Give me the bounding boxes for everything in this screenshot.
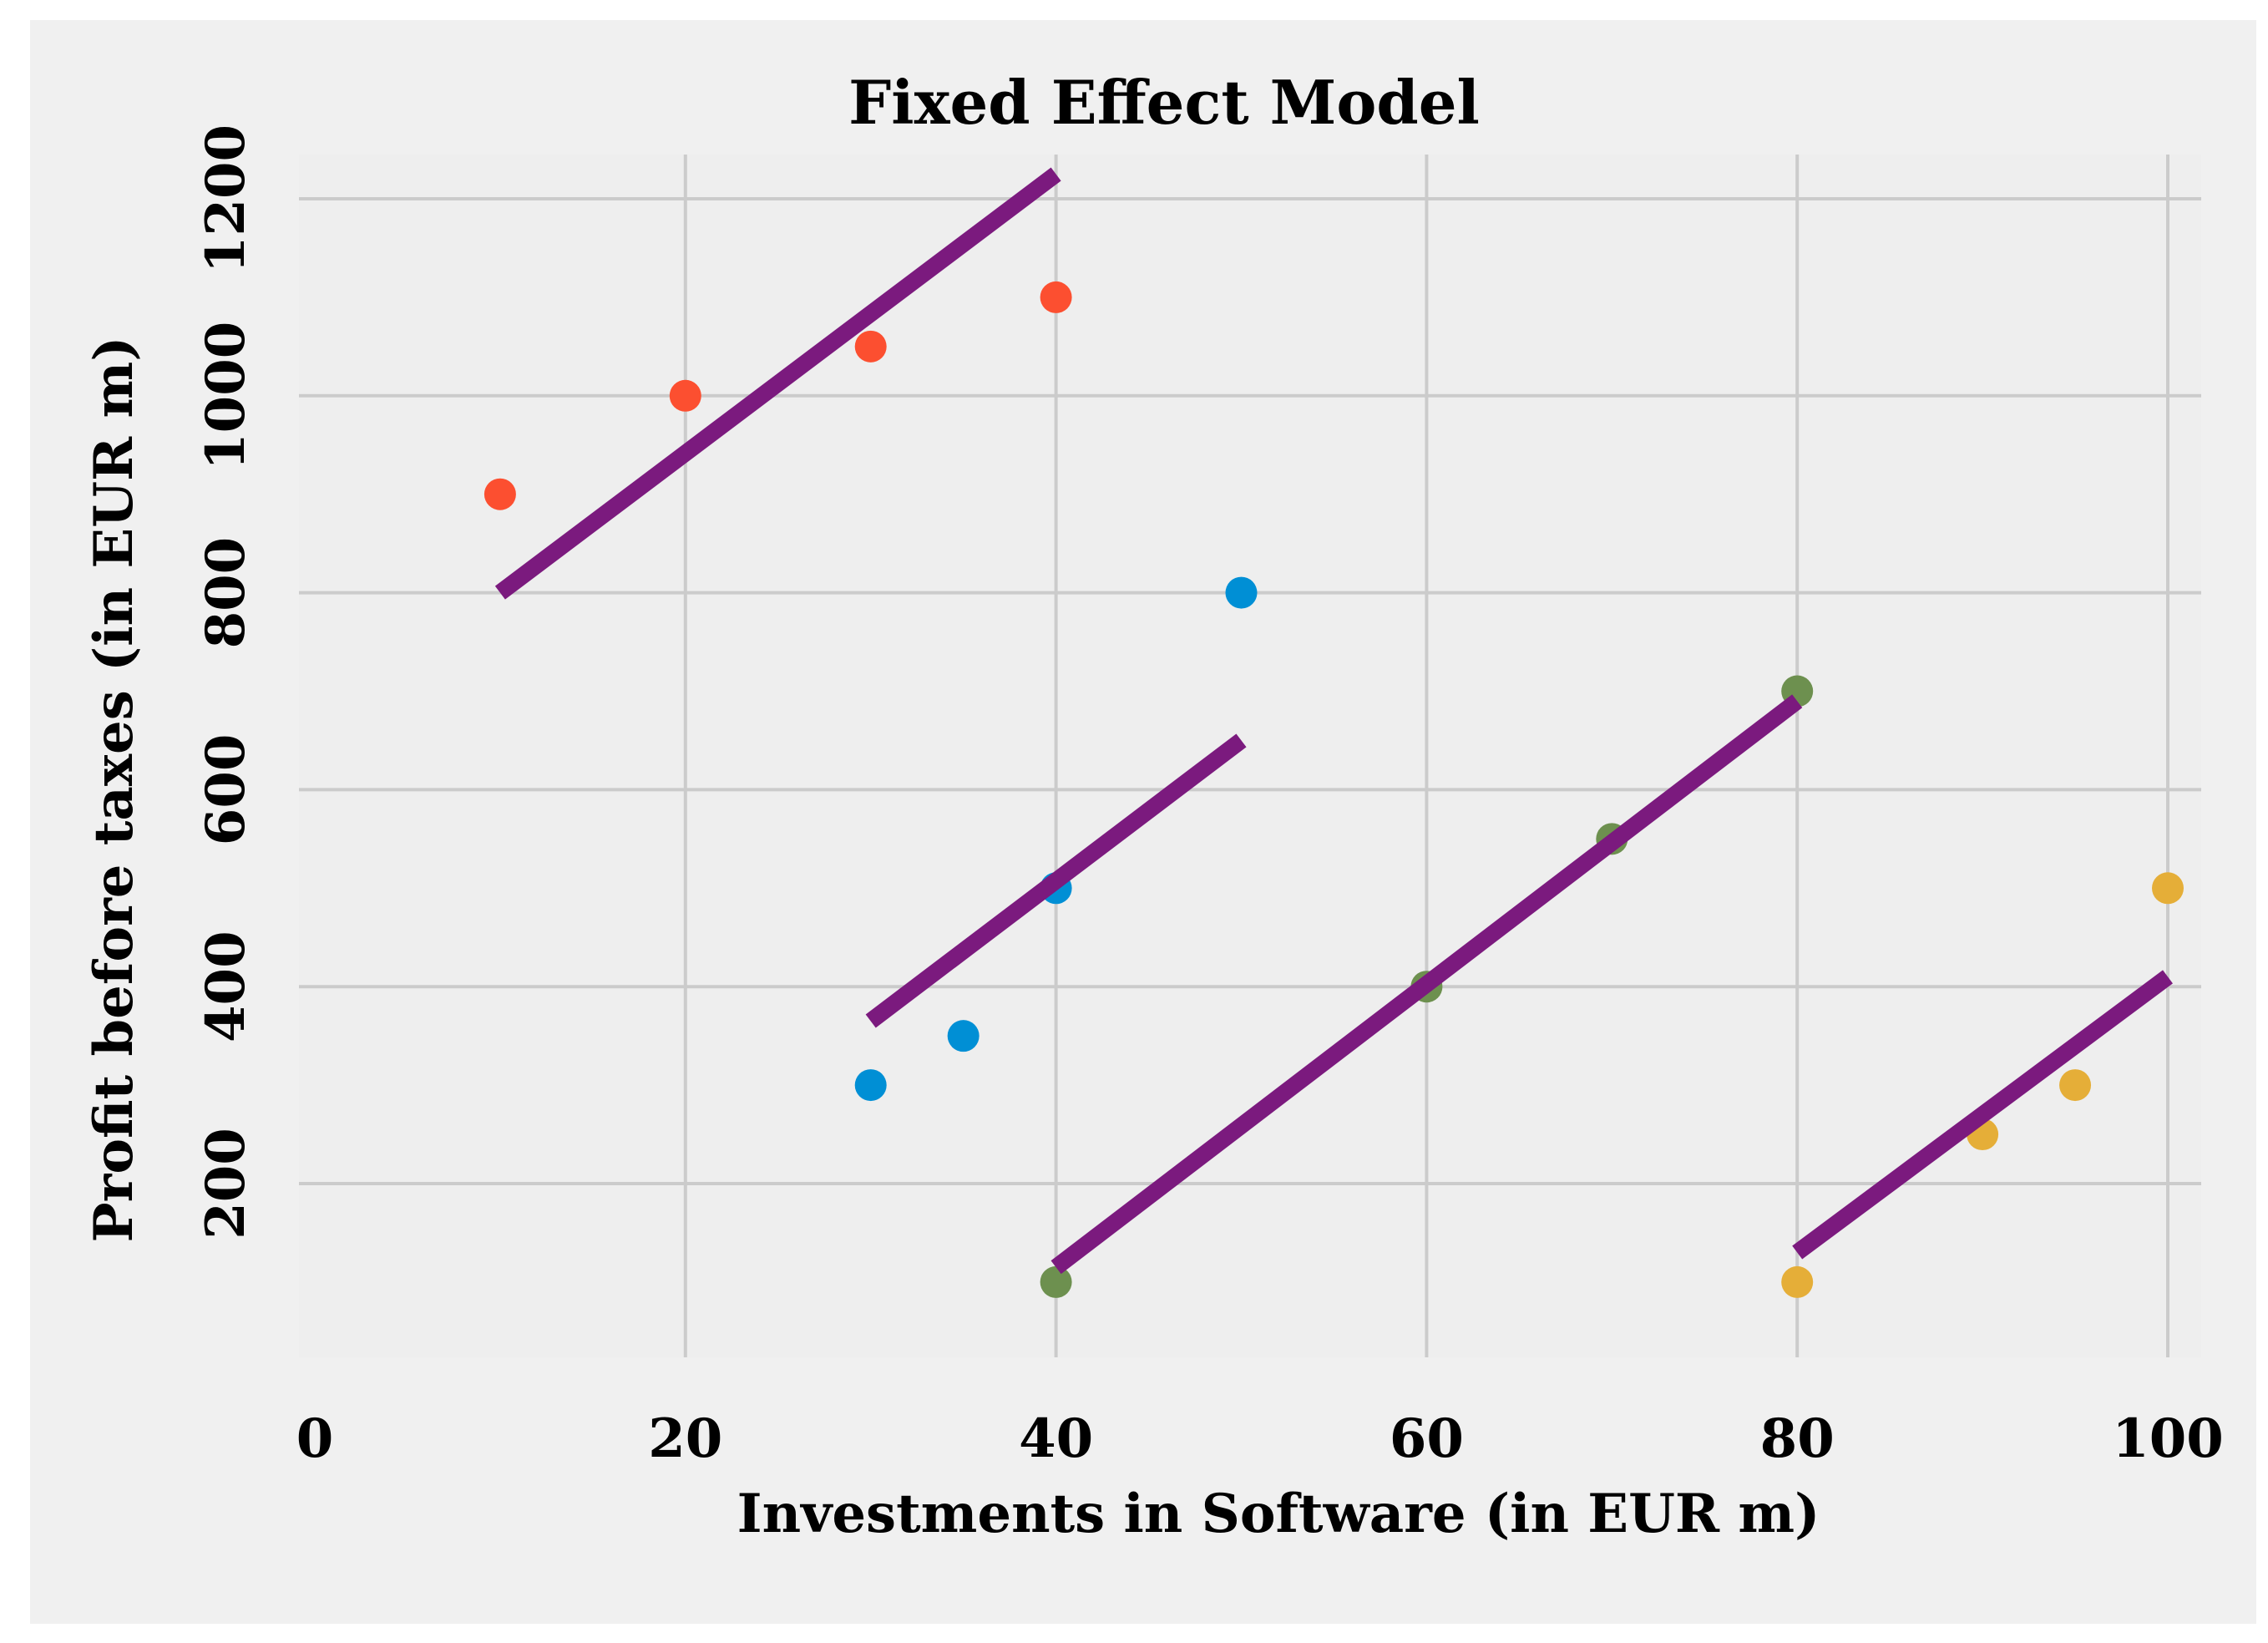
data-point-series1-4 xyxy=(1040,281,1072,313)
data-point-series2-2 xyxy=(947,1020,980,1052)
fit-line-series2 xyxy=(865,733,1247,1028)
fit-line-series4 xyxy=(1792,970,2173,1260)
x-tick-label-100: 100 xyxy=(2112,1407,2224,1470)
data-point-series1-2 xyxy=(669,379,701,412)
fit-lines xyxy=(494,167,2173,1275)
x-tick-label-20: 20 xyxy=(648,1407,722,1470)
data-point-series3-1 xyxy=(1040,1265,1072,1298)
data-point-series4-4 xyxy=(2152,872,2184,905)
y-tick-label-1000: 1000 xyxy=(195,322,257,470)
x-axis-label: Investments in Software (in EUR m) xyxy=(737,1483,1820,1545)
y-tick-label-800: 800 xyxy=(195,537,257,649)
chart-title: Fixed Effect Model xyxy=(848,67,1480,138)
data-point-series4-1 xyxy=(1781,1265,1814,1298)
y-tick-label-200: 200 xyxy=(195,1128,257,1240)
data-point-series1-1 xyxy=(483,478,516,510)
fit-line-series3 xyxy=(1050,694,1803,1275)
data-point-series1-3 xyxy=(854,330,887,363)
grid-lines xyxy=(299,155,2201,1357)
data-point-series2-4 xyxy=(1225,576,1258,609)
data-point-series2-1 xyxy=(854,1069,887,1102)
x-tick-label-80: 80 xyxy=(1760,1407,1835,1470)
y-tick-label-600: 600 xyxy=(195,734,257,846)
x-tick-label-60: 60 xyxy=(1390,1407,1464,1470)
fit-line-series1 xyxy=(494,167,1061,600)
x-tick-label-40: 40 xyxy=(1019,1407,1093,1470)
y-tick-label-400: 400 xyxy=(195,931,257,1042)
y-axis-label: Profit before taxes (in EUR m) xyxy=(83,337,145,1243)
y-tick-label-1200: 1200 xyxy=(195,124,257,273)
x-tick-label-0: 0 xyxy=(296,1407,334,1470)
data-point-series4-3 xyxy=(2059,1069,2092,1102)
tick-labels: 0 20 40 60 80 100 200 400 600 800 1000 1200 xyxy=(195,124,2224,1470)
plot-area xyxy=(299,155,2201,1357)
